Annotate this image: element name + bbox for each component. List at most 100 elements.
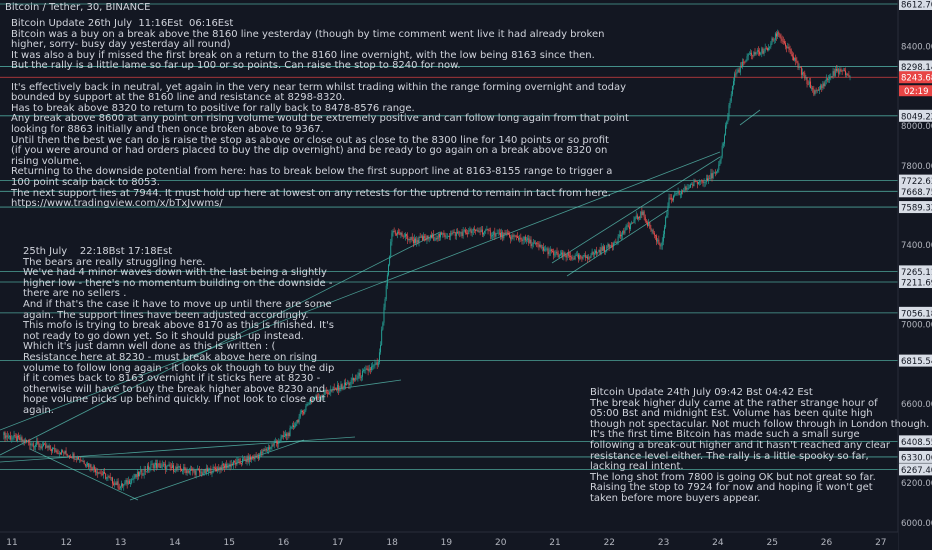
candle-body (58, 452, 60, 454)
candle-body (209, 468, 211, 470)
candle-body (31, 443, 33, 445)
candle-body (106, 477, 108, 479)
candle-body (567, 253, 569, 256)
candle-body (821, 85, 823, 88)
candle-body (20, 437, 22, 441)
candle-body (757, 50, 759, 52)
time-tick-label: 20 (495, 538, 507, 548)
candle-body (530, 239, 532, 247)
candle-body (169, 464, 171, 467)
candle-body (630, 223, 632, 230)
candle-body (428, 238, 430, 240)
candle-body (524, 236, 526, 241)
candle-body (291, 425, 293, 427)
candle-body (250, 456, 251, 460)
candle-body (480, 229, 482, 233)
candle-body (112, 477, 113, 484)
candle-body (691, 184, 693, 186)
candle-body (28, 441, 30, 444)
candle-body (539, 244, 541, 247)
candle-body (333, 387, 335, 389)
candle-body (574, 255, 576, 260)
candle-body (641, 211, 643, 215)
candle-body (518, 237, 520, 240)
candle-body (74, 459, 76, 460)
candle-body (323, 394, 325, 396)
candle-body (391, 233, 393, 242)
note-line: (if you were around or had orders placed… (11, 145, 608, 157)
candle-body (109, 476, 111, 478)
candle-body (285, 433, 286, 436)
candle-body (798, 67, 800, 68)
candle-body (226, 463, 228, 468)
candle-body (311, 399, 313, 401)
candle-body (676, 192, 678, 194)
candle-body (644, 217, 646, 222)
candle-body (684, 186, 686, 191)
candle-body (780, 37, 782, 39)
candle-body (216, 469, 217, 472)
candle-body (266, 449, 268, 451)
candle-body (515, 236, 517, 237)
candle-body (619, 234, 621, 237)
candle-body (287, 432, 289, 436)
candle-body (540, 244, 542, 248)
candles (3, 29, 851, 491)
candle-body (647, 222, 648, 226)
candle-body (725, 125, 727, 136)
candle-body (523, 236, 525, 241)
candle-body (57, 453, 59, 455)
note-line: again. (23, 404, 54, 416)
candle-body (782, 40, 784, 42)
candle-body (409, 239, 411, 241)
candle-body (834, 68, 836, 76)
candle-body (27, 441, 29, 442)
candle-body (135, 474, 137, 477)
candle-body (695, 181, 697, 182)
candle-body (82, 460, 84, 462)
candle-body (10, 435, 12, 440)
candle-body (21, 437, 23, 441)
time-tick-label: 11 (6, 538, 17, 548)
candle-body (356, 378, 358, 380)
candle-body (317, 397, 319, 398)
candle-body (432, 234, 434, 238)
candle-body (438, 234, 440, 238)
candle-body (764, 47, 766, 51)
candle-body (748, 53, 750, 55)
candle-body (738, 69, 740, 73)
candle-body (733, 81, 734, 86)
price-tick-label: 8049.22 (901, 112, 932, 122)
candle-body (746, 56, 748, 61)
candle-body (621, 234, 622, 237)
candle-body (176, 467, 178, 469)
candle-body (108, 476, 110, 478)
candle-body (243, 458, 245, 460)
candle-body (246, 456, 248, 462)
candle-body (245, 459, 247, 462)
candle-body (486, 228, 488, 230)
candle-body (806, 77, 808, 84)
candle-body (274, 441, 276, 443)
candle-body (6, 435, 8, 437)
candle-body (221, 463, 223, 470)
candle-body (740, 65, 742, 67)
candle-body (187, 470, 189, 473)
candle-body (12, 437, 14, 439)
candle-body (459, 232, 461, 234)
candle-body (549, 249, 551, 252)
candle-body (338, 384, 340, 391)
candle-body (765, 47, 767, 49)
candle-body (101, 474, 103, 476)
candle-body (348, 382, 350, 386)
candle-body (24, 439, 26, 443)
candle-body (403, 236, 405, 238)
candle-body (185, 469, 187, 474)
price-label-box (899, 109, 932, 122)
candle-body (590, 254, 592, 258)
price-tick-label: 8612.70 (901, 1, 932, 11)
candle-body (831, 76, 833, 78)
trend-line (551, 156, 721, 264)
note-line: if it comes back to 8163 overnight if it… (23, 373, 321, 385)
